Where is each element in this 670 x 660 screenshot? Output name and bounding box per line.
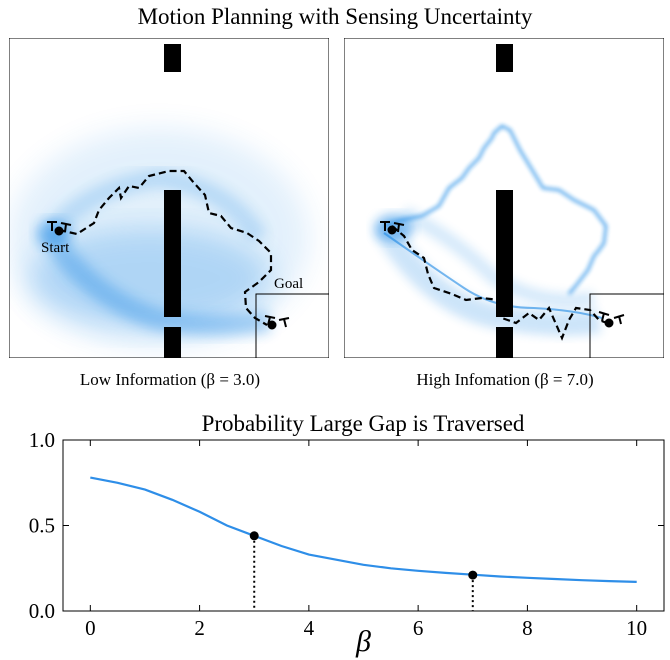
y-tick-label: 0.5 bbox=[29, 514, 55, 538]
x-tick-label: 4 bbox=[304, 616, 315, 640]
x-tick-label: 2 bbox=[194, 616, 205, 640]
chart-title: Probability Large Gap is Traversed bbox=[202, 411, 525, 436]
highlight-point bbox=[249, 531, 259, 541]
x-tick-label: 8 bbox=[522, 616, 533, 640]
y-tick-label: 1.0 bbox=[29, 428, 55, 452]
x-axis-label: β bbox=[355, 625, 371, 658]
series-line bbox=[90, 476, 637, 583]
goal-label: Goal bbox=[274, 276, 303, 292]
plot-frame bbox=[62, 439, 665, 612]
alternate-path-2 bbox=[383, 232, 603, 319]
wall-middle bbox=[496, 190, 513, 317]
goal-robot-icon bbox=[598, 311, 625, 328]
map-low-information: Goal Start bbox=[9, 38, 329, 358]
wall-top bbox=[496, 44, 513, 72]
goal-region bbox=[255, 293, 329, 358]
x-tick-label: 6 bbox=[413, 616, 424, 640]
x-tick-label: 10 bbox=[626, 616, 647, 640]
start-robot-icon bbox=[380, 221, 405, 235]
highlight-point bbox=[468, 570, 478, 580]
left-map-caption: Low Information (β = 3.0) bbox=[79, 370, 261, 389]
wall-bottom bbox=[496, 327, 513, 358]
probability-chart: Probability Large Gap is Traversed 0 2 4 6 8… bbox=[29, 411, 665, 658]
start-robot-icon bbox=[47, 221, 72, 236]
alternate-path bbox=[383, 124, 608, 295]
map-high-information bbox=[344, 38, 664, 358]
planned-path bbox=[58, 169, 273, 326]
goal-region bbox=[589, 293, 664, 358]
figure-title: Motion Planning with Sensing Uncertainty bbox=[137, 4, 533, 29]
x-tick-label: 0 bbox=[85, 616, 96, 640]
y-tick-label: 0.0 bbox=[29, 599, 55, 623]
density-heatmap bbox=[9, 128, 309, 348]
wall-top bbox=[164, 44, 181, 72]
wall-bottom bbox=[164, 327, 181, 358]
wall-middle bbox=[164, 190, 181, 317]
right-map-caption: High Infomation (β = 7.0) bbox=[416, 370, 594, 389]
start-label: Start bbox=[41, 240, 70, 256]
goal-robot-icon bbox=[264, 315, 290, 330]
